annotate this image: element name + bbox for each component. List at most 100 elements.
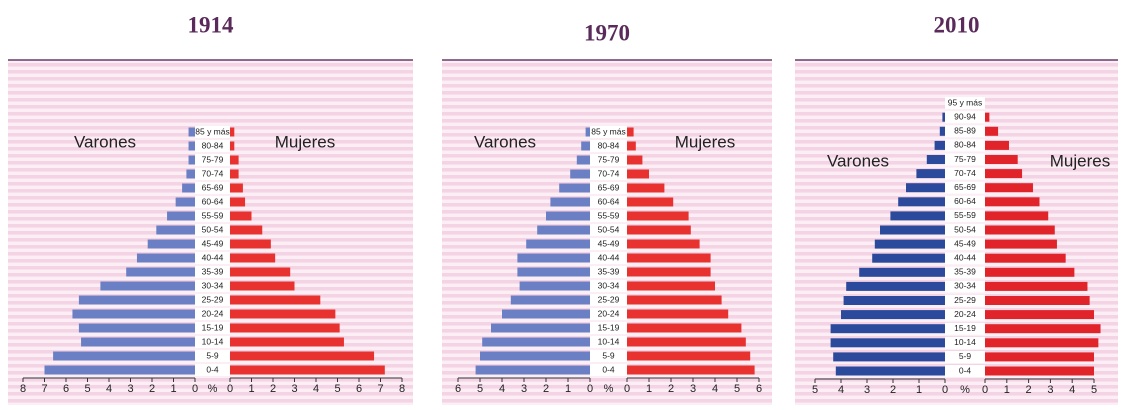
- bar: [175, 197, 195, 207]
- category-label: 0-4: [206, 364, 219, 374]
- bar: [576, 155, 590, 165]
- bar: [78, 295, 195, 305]
- bar: [835, 366, 945, 376]
- category-label: 50-54: [598, 224, 620, 234]
- bar: [880, 225, 945, 235]
- x-tick-label: 4: [1069, 384, 1075, 396]
- x-tick-label: 3: [127, 383, 133, 395]
- bar: [167, 211, 195, 221]
- category-box: [945, 224, 985, 236]
- category-box: [590, 238, 627, 250]
- category-box: [945, 238, 985, 251]
- x-tick-label: 2: [270, 383, 276, 395]
- category-label: 45-49: [202, 238, 224, 248]
- category-label: 15-19: [954, 323, 976, 333]
- category-label: 90-94: [954, 111, 976, 121]
- bar: [519, 281, 590, 291]
- bar: [985, 310, 1094, 320]
- x-tick-label: 2: [1026, 384, 1032, 396]
- category-label: 50-54: [954, 224, 976, 234]
- category-label: 50-54: [202, 224, 224, 234]
- category-label: 60-64: [202, 196, 224, 206]
- category-box: [590, 224, 627, 236]
- category-box: [195, 238, 230, 250]
- legend-label: Mujeres: [1050, 151, 1110, 170]
- bar: [570, 169, 590, 179]
- bar: [78, 323, 195, 333]
- bar: [230, 169, 239, 179]
- category-box: [945, 97, 985, 110]
- category-box: [195, 252, 230, 264]
- category-label: 0-4: [959, 365, 972, 375]
- x-tick-label: 0: [227, 383, 233, 395]
- category-label: 65-69: [598, 182, 620, 192]
- category-box: [195, 182, 230, 194]
- x-tick-label: 1: [170, 383, 176, 395]
- bar: [985, 352, 1094, 362]
- bar: [230, 183, 243, 193]
- category-label: 30-34: [202, 280, 224, 290]
- bar: [230, 239, 271, 249]
- bar: [230, 323, 340, 333]
- category-box: [590, 168, 627, 180]
- x-tick-label: 7: [377, 383, 383, 395]
- bar: [985, 183, 1033, 193]
- category-box: [195, 168, 230, 180]
- category-box: [590, 308, 627, 320]
- category-label: 55-59: [202, 210, 224, 220]
- category-box: [590, 350, 627, 362]
- bar: [585, 127, 590, 137]
- category-label: 10-14: [954, 337, 976, 347]
- category-box: [590, 182, 627, 194]
- legend-label: Varones: [827, 151, 889, 170]
- x-tick-label: 6: [756, 383, 762, 395]
- category-box: [945, 111, 985, 124]
- bar: [502, 309, 590, 319]
- bar: [627, 323, 742, 333]
- bar: [230, 155, 239, 165]
- bar: [230, 253, 276, 263]
- x-axis-label: %: [960, 384, 970, 396]
- category-box: [945, 266, 985, 279]
- legend-label: Mujeres: [275, 132, 335, 151]
- bar: [81, 337, 195, 347]
- bar: [188, 127, 195, 137]
- bar: [627, 141, 636, 151]
- bar: [985, 140, 1009, 150]
- category-label: 15-19: [202, 322, 224, 332]
- bar: [188, 155, 195, 165]
- bar: [581, 141, 590, 151]
- x-tick-label: 1: [916, 384, 922, 396]
- category-label: 60-64: [598, 196, 620, 206]
- bar: [627, 267, 711, 277]
- category-label: 60-64: [954, 196, 976, 206]
- bar: [627, 239, 700, 249]
- category-box: [945, 280, 985, 293]
- category-box: [195, 364, 230, 376]
- bar: [627, 337, 746, 347]
- category-box: [195, 196, 230, 208]
- category-box: [945, 195, 985, 208]
- bar: [230, 295, 321, 305]
- x-tick-label: 5: [84, 383, 90, 395]
- category-box: [945, 153, 985, 166]
- x-tick-label: 6: [356, 383, 362, 395]
- category-box: [195, 322, 230, 334]
- category-box: [590, 322, 627, 334]
- bar: [517, 253, 590, 263]
- bar: [230, 267, 291, 277]
- bar: [627, 309, 729, 319]
- bar: [985, 253, 1066, 263]
- category-label: 35-39: [598, 266, 620, 276]
- bar: [182, 183, 195, 193]
- category-label: 80-84: [954, 140, 976, 150]
- category-box: [590, 140, 627, 152]
- category-box: [945, 322, 985, 335]
- bar: [627, 351, 751, 361]
- category-box: [590, 280, 627, 292]
- bar: [559, 183, 590, 193]
- bar: [985, 126, 999, 136]
- x-tick-label: 3: [1047, 384, 1053, 396]
- category-label: 10-14: [202, 336, 224, 346]
- category-label: 35-39: [954, 267, 976, 277]
